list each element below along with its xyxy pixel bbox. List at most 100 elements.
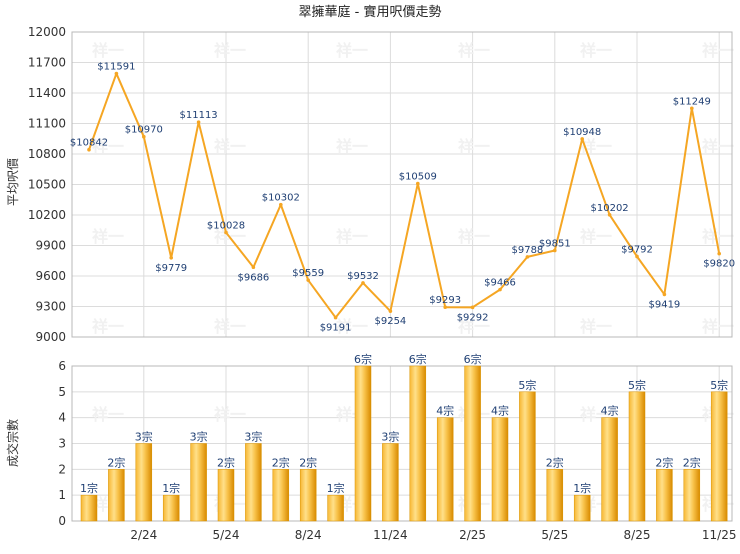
volume-bars: [80, 365, 728, 522]
watermark-logo: 祥一: [580, 41, 612, 60]
watermark-logo: 祥一: [458, 227, 490, 246]
volume-data-label: 6宗: [464, 352, 482, 366]
volume-data-label: 5宗: [710, 378, 728, 392]
price-point: [690, 106, 694, 111]
volume-bar: [409, 365, 427, 522]
price-data-label: $9851: [539, 238, 571, 249]
price-point: [416, 181, 420, 186]
price-data-label: $9532: [347, 271, 379, 282]
price-point: [717, 251, 721, 256]
volume-bar: [491, 417, 509, 522]
volume-bar: [683, 469, 701, 522]
price-data-label: $9779: [155, 263, 187, 274]
volume-y-ticks: 0 1 2 3 4 5 6: [58, 359, 66, 528]
price-point: [279, 202, 283, 207]
watermark-logo: 祥一: [336, 41, 368, 60]
watermark-logo: 祥一: [702, 41, 734, 60]
price-point: [87, 147, 91, 152]
volume-bar: [656, 469, 673, 522]
volume-bar: [464, 365, 481, 522]
price-point: [333, 315, 338, 320]
volume-data-label: 6宗: [354, 352, 372, 366]
price-y-tick-label: 9900: [35, 239, 66, 253]
volume-x-tick-label: 5/24: [213, 528, 240, 542]
price-point: [580, 137, 584, 141]
price-point: [114, 71, 119, 76]
watermark-logo: 祥一: [214, 41, 246, 60]
volume-bar: [299, 469, 317, 522]
volume-bar: [710, 391, 728, 522]
volume-x-tick-label: 5/25: [541, 528, 568, 542]
price-data-label: $9820: [703, 259, 735, 270]
price-series: [88, 72, 721, 319]
volume-y-tick-label: 0: [58, 514, 66, 528]
volume-y-tick-label: 1: [58, 488, 66, 502]
price-point: [361, 281, 365, 285]
volume-data-label: 4宗: [491, 404, 509, 418]
watermark-logo: 祥一: [92, 41, 124, 60]
volume-bar: [190, 443, 207, 522]
price-y-tick-label: 10500: [28, 178, 66, 192]
volume-bar: [573, 494, 591, 522]
watermark-logo: 祥一: [92, 405, 124, 424]
volume-x-tick-label: 11/24: [373, 528, 408, 542]
watermark-logo: 祥一: [580, 317, 612, 336]
volume-data-label: 2宗: [546, 455, 564, 469]
watermark-logo: 祥一: [702, 227, 734, 246]
price-point: [553, 248, 557, 253]
price-data-label: $9466: [484, 278, 516, 289]
price-point: [169, 256, 173, 260]
volume-x-ticks: 2/24 5/24 8/24 11/24 2/25 5/25 8/25 11/25: [130, 528, 736, 542]
price-y-tick-label: 9000: [35, 330, 66, 344]
watermark-logo: 祥一: [92, 137, 124, 156]
watermark-logo: 祥一: [336, 227, 368, 246]
watermark-logo: 祥一: [702, 137, 734, 156]
volume-bar: [245, 443, 262, 522]
price-data-label: $11591: [97, 62, 135, 73]
price-data-label: $9293: [429, 295, 461, 306]
price-data-label: $9292: [457, 312, 489, 323]
price-points: [87, 71, 721, 320]
watermark-logo: 祥一: [580, 227, 612, 246]
price-data-label: $9686: [237, 272, 269, 283]
volume-data-label: 1宗: [80, 481, 98, 495]
volume-bar: [217, 469, 235, 522]
watermark-logo: 祥一: [580, 137, 612, 156]
volume-data-label: 2宗: [299, 455, 317, 469]
watermark-logo: 祥一: [92, 317, 124, 336]
volume-x-tick-label: 8/25: [624, 528, 651, 542]
volume-data-label: 3宗: [381, 430, 399, 444]
price-data-label: $9254: [374, 316, 406, 327]
price-point: [607, 212, 612, 217]
price-y-tick-label: 10800: [28, 147, 66, 161]
price-data-label: $10202: [591, 203, 629, 214]
price-point: [196, 120, 201, 124]
price-y-tick-label: 12000: [28, 25, 66, 39]
price-point: [224, 230, 228, 235]
price-point: [635, 254, 639, 259]
price-data-label: $9559: [292, 268, 324, 279]
volume-y-tick-label: 3: [58, 437, 66, 451]
volume-plot-frame: [71, 365, 733, 522]
price-data-label: $10028: [207, 220, 245, 231]
price-data-label: $10948: [563, 127, 601, 138]
price-y-tick-label: 11700: [28, 56, 66, 70]
volume-y-tick-label: 4: [58, 411, 66, 425]
volume-y-tick-label: 5: [58, 385, 66, 399]
price-plot-frame: [71, 31, 733, 338]
volume-bar: [354, 365, 372, 522]
price-y-axis-label: 平均呎價: [6, 158, 20, 206]
price-point: [251, 265, 256, 270]
price-data-label: $9419: [648, 299, 680, 310]
volume-data-label: 1宗: [162, 481, 180, 495]
price-data-label: $10509: [399, 172, 437, 183]
price-y-tick-label: 9300: [35, 300, 66, 314]
volume-data-label: 1宗: [573, 481, 591, 495]
price-data-label: $11249: [673, 96, 711, 107]
volume-data-label: 6宗: [409, 352, 427, 366]
watermark-logo: 祥一: [214, 405, 246, 424]
price-data-label: $10302: [262, 193, 300, 204]
price-line: [88, 72, 721, 319]
